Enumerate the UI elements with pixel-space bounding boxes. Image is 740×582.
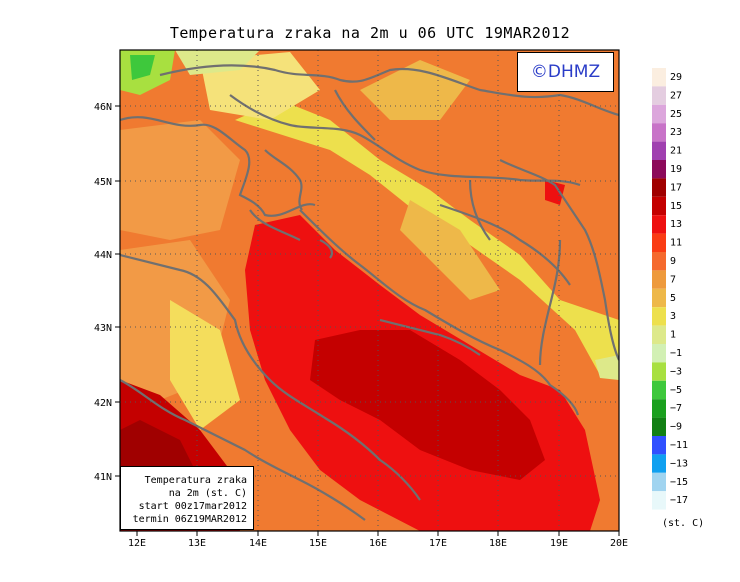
info-line-1: Temperatura zraka bbox=[144, 475, 247, 486]
legend-swatch bbox=[652, 252, 666, 271]
graticule bbox=[120, 50, 619, 531]
legend-label: 5 bbox=[670, 293, 676, 304]
legend-swatch bbox=[652, 472, 666, 492]
legend-swatch bbox=[652, 141, 666, 160]
legend-label: −1 bbox=[670, 348, 682, 359]
legend-swatch bbox=[652, 270, 666, 289]
dhmz-logo: ©DHMZ bbox=[517, 52, 614, 92]
lat-label: 45N bbox=[94, 177, 112, 188]
legend-swatch bbox=[652, 196, 666, 216]
legend-label: 27 bbox=[670, 90, 682, 101]
latitude-labels: 41N 42N 43N 44N 45N 46N bbox=[94, 102, 112, 483]
lon-label: 18E bbox=[489, 538, 507, 549]
legend-label: 29 bbox=[670, 72, 682, 83]
lat-label: 42N bbox=[94, 398, 112, 409]
coastlines bbox=[120, 64, 619, 521]
lon-label: 19E bbox=[550, 538, 568, 549]
legend-unit: (st. C) bbox=[662, 518, 705, 529]
legend-swatch bbox=[652, 86, 666, 105]
legend-label: 7 bbox=[670, 274, 676, 285]
legend-label: −5 bbox=[670, 385, 682, 396]
legend-swatch bbox=[652, 491, 666, 510]
legend-swatch bbox=[652, 160, 666, 179]
info-line-4: termin 06Z19MAR2012 bbox=[132, 514, 247, 525]
longitude-labels: 12E 13E 14E 15E 16E 17E 18E 19E 20E bbox=[128, 538, 628, 549]
lon-label: 12E bbox=[128, 538, 146, 549]
legend-swatch bbox=[652, 362, 666, 381]
legend-label: 15 bbox=[670, 201, 682, 212]
legend-label: 9 bbox=[670, 256, 676, 267]
lon-label: 14E bbox=[249, 538, 267, 549]
legend-swatch bbox=[652, 215, 666, 234]
legend-swatch bbox=[652, 288, 666, 308]
legend-label: −3 bbox=[670, 366, 682, 377]
lon-label: 20E bbox=[610, 538, 628, 549]
lon-label: 13E bbox=[188, 538, 206, 549]
lon-label: 15E bbox=[309, 538, 327, 549]
legend-swatch bbox=[652, 380, 666, 400]
lat-label: 43N bbox=[94, 323, 112, 334]
legend-swatch bbox=[652, 68, 666, 87]
info-box: Temperatura zraka na 2m (st. C) start 00… bbox=[120, 466, 254, 530]
lon-label: 16E bbox=[369, 538, 387, 549]
legend-label: 11 bbox=[670, 238, 682, 249]
lat-label: 41N bbox=[94, 472, 112, 483]
legend-label: −11 bbox=[670, 440, 688, 451]
legend-label: 21 bbox=[670, 146, 682, 157]
legend-label: 17 bbox=[670, 182, 682, 193]
color-legend: 29 27 25 23 21 19 17 15 13 11 9 7 5 3 1 −1 −3 −5 −7 −9 −11 −1… bbox=[652, 68, 688, 510]
info-line-2: na 2m (st. C) bbox=[168, 488, 247, 499]
temperature-field bbox=[120, 50, 619, 531]
lat-label: 46N bbox=[94, 102, 112, 113]
legend-swatch bbox=[652, 123, 666, 142]
legend-swatch bbox=[652, 436, 666, 455]
legend-swatch bbox=[652, 417, 666, 436]
legend-label: −13 bbox=[670, 458, 688, 469]
legend-label: 3 bbox=[670, 311, 676, 322]
legend-label: 1 bbox=[670, 330, 676, 341]
legend-swatch bbox=[652, 307, 666, 326]
legend-swatch bbox=[652, 233, 666, 252]
legend-label: 19 bbox=[670, 164, 682, 175]
lat-label: 44N bbox=[94, 250, 112, 261]
legend-label: 13 bbox=[670, 219, 682, 230]
legend-swatch bbox=[652, 344, 666, 363]
info-line-3: start 00z17mar2012 bbox=[138, 501, 247, 512]
legend-swatch bbox=[652, 325, 666, 344]
legend-swatch bbox=[652, 399, 666, 418]
map-title: Temperatura zraka na 2m u 06 UTC 19MAR20… bbox=[169, 24, 571, 42]
legend-label: −7 bbox=[670, 403, 682, 414]
map-frame bbox=[119, 49, 620, 532]
tick-marks bbox=[115, 105, 620, 536]
lon-label: 17E bbox=[429, 538, 447, 549]
legend-swatch bbox=[652, 178, 666, 197]
legend-label: −15 bbox=[670, 477, 688, 488]
legend-swatch bbox=[652, 104, 666, 124]
legend-label: −17 bbox=[670, 495, 688, 506]
legend-label: 25 bbox=[670, 109, 682, 120]
legend-label: 23 bbox=[670, 127, 682, 138]
legend-swatch bbox=[652, 454, 666, 473]
legend-label: −9 bbox=[670, 422, 682, 433]
